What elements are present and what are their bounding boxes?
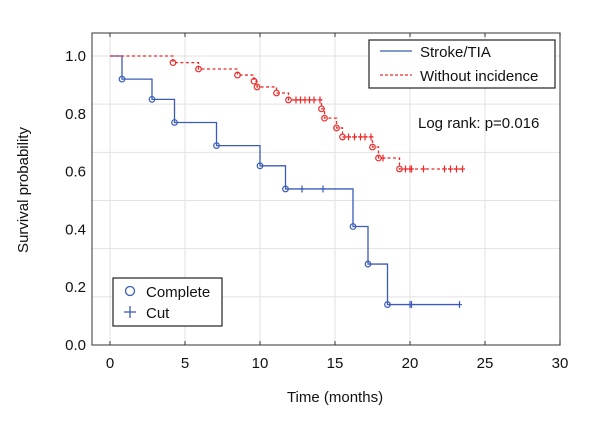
censor-marker-without-incidence <box>302 96 308 104</box>
complete-marker-icon <box>124 285 136 297</box>
event-marker-without-incidence <box>273 89 280 97</box>
x-tick-label: 30 <box>552 355 569 372</box>
y-tick-label: 0.2 <box>65 279 86 296</box>
y-tick-label: 0.0 <box>65 337 86 354</box>
event-marker-without-incidence <box>339 133 346 141</box>
censor-marker-without-incidence <box>448 165 453 173</box>
x-axis-label: Time (months) <box>287 389 383 406</box>
event-marker-stroke-tia <box>148 95 156 103</box>
y-tick-label: 0.8 <box>65 106 86 123</box>
event-marker-without-incidence <box>250 77 258 85</box>
marker-legend-complete: Complete <box>146 284 210 301</box>
censor-marker-without-incidence <box>293 96 299 104</box>
event-marker-without-incidence <box>318 105 325 113</box>
event-marker-stroke-tia <box>118 75 126 83</box>
event-marker-without-incidence <box>195 65 202 73</box>
censor-marker-stroke-tia <box>299 185 305 193</box>
marker-legend-cut: Cut <box>146 305 170 322</box>
event-marker-stroke-tia <box>364 260 372 268</box>
censor-marker-without-incidence <box>380 154 386 162</box>
x-axis: 0 5 10 15 20 25 30 <box>106 33 569 372</box>
event-marker-without-incidence <box>396 165 403 173</box>
y-axis-label: Survival probability <box>15 127 32 253</box>
event-marker-without-incidence <box>253 83 261 91</box>
y-axis: 0.0 0.2 0.4 0.6 0.8 1.0 <box>65 48 86 354</box>
event-marker-stroke-tia <box>384 301 391 308</box>
censor-marker-without-incidence <box>362 133 368 141</box>
x-tick-label: 25 <box>477 355 494 372</box>
event-marker-stroke-tia <box>256 162 264 170</box>
x-tick-label: 5 <box>181 355 189 372</box>
censor-marker-without-incidence <box>346 133 351 141</box>
censor-marker-without-incidence <box>442 165 447 173</box>
event-marker-without-incidence <box>369 143 376 151</box>
censor-marker-without-incidence <box>403 165 408 173</box>
y-tick-label: 0.4 <box>65 221 86 238</box>
event-marker-stroke-tia <box>213 142 220 149</box>
event-marker-stroke-tia <box>349 223 357 230</box>
log-rank-annotation: Log rank: p=0.016 <box>418 115 539 132</box>
y-tick-label: 1.0 <box>65 48 86 65</box>
x-tick-label: 10 <box>252 355 269 372</box>
x-tick-label: 0 <box>106 355 114 372</box>
censor-marker-without-incidence <box>317 96 323 104</box>
censor-marker-stroke-tia <box>409 301 414 309</box>
legend-label-stroke-tia: Stroke/TIA <box>420 44 491 61</box>
censor-marker-without-incidence <box>311 96 317 104</box>
event-marker-without-incidence <box>333 124 340 132</box>
cut-marker-icon <box>124 306 136 318</box>
x-tick-label: 15 <box>327 355 344 372</box>
event-marker-stroke-tia <box>282 185 289 193</box>
event-marker-without-incidence <box>169 59 177 67</box>
censor-marker-without-incidence <box>352 133 357 141</box>
censor-marker-without-incidence <box>358 133 363 141</box>
censor-marker-without-incidence <box>454 165 459 173</box>
censor-marker-without-incidence <box>409 165 414 173</box>
plot-frame <box>91 32 561 346</box>
marker-legend: Complete Cut <box>112 277 223 327</box>
censor-marker-without-incidence <box>298 96 303 104</box>
event-marker-stroke-tia <box>171 119 178 126</box>
event-marker-without-incidence <box>234 71 241 79</box>
censor-marker-without-incidence <box>307 96 312 104</box>
censor-marker-stroke-tia <box>457 301 462 309</box>
censor-marker-without-incidence <box>460 165 465 173</box>
y-tick-label: 0.6 <box>65 164 86 181</box>
survival-curve-stroke-tia <box>110 55 460 306</box>
series-legend: Stroke/TIA Without incidence <box>368 39 556 89</box>
legend-label-without-incidence: Without incidence <box>420 68 538 85</box>
censor-marker-stroke-tia <box>320 185 326 193</box>
censor-marker-without-incidence <box>368 133 374 141</box>
event-marker-without-incidence <box>285 96 292 104</box>
x-tick-label: 20 <box>402 355 419 372</box>
series-layer <box>110 55 465 309</box>
censor-marker-without-incidence <box>421 165 426 173</box>
event-marker-without-incidence <box>321 114 328 122</box>
